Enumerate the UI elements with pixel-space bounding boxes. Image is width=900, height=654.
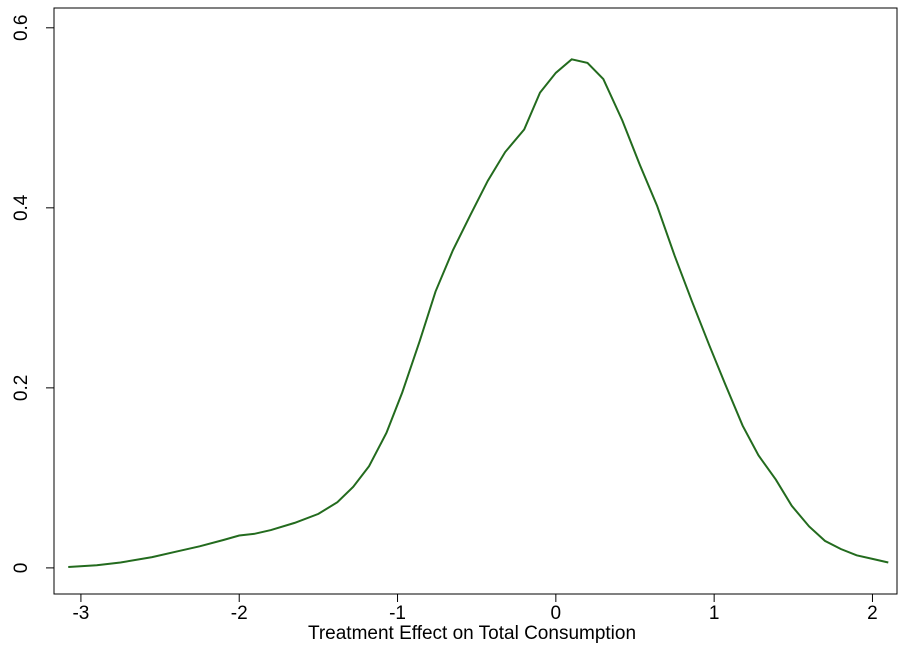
y-tick-label: 0.2: [11, 375, 32, 401]
x-tick-label: -3: [72, 603, 89, 624]
x-tick-label: 2: [867, 603, 878, 624]
density-line: [68, 58, 889, 568]
x-tick-label: 0: [551, 603, 562, 624]
y-tick-label: 0: [11, 563, 32, 574]
y-tick-label: 0.6: [11, 15, 32, 41]
plot-frame: [53, 7, 898, 595]
y-tick-label: 0.4: [11, 194, 32, 221]
x-tick-label: -1: [389, 603, 406, 624]
x-tick-label: -2: [231, 603, 248, 624]
x-axis-label: Treatment Effect on Total Consumption: [308, 623, 636, 644]
x-tick-label: 1: [709, 603, 720, 624]
